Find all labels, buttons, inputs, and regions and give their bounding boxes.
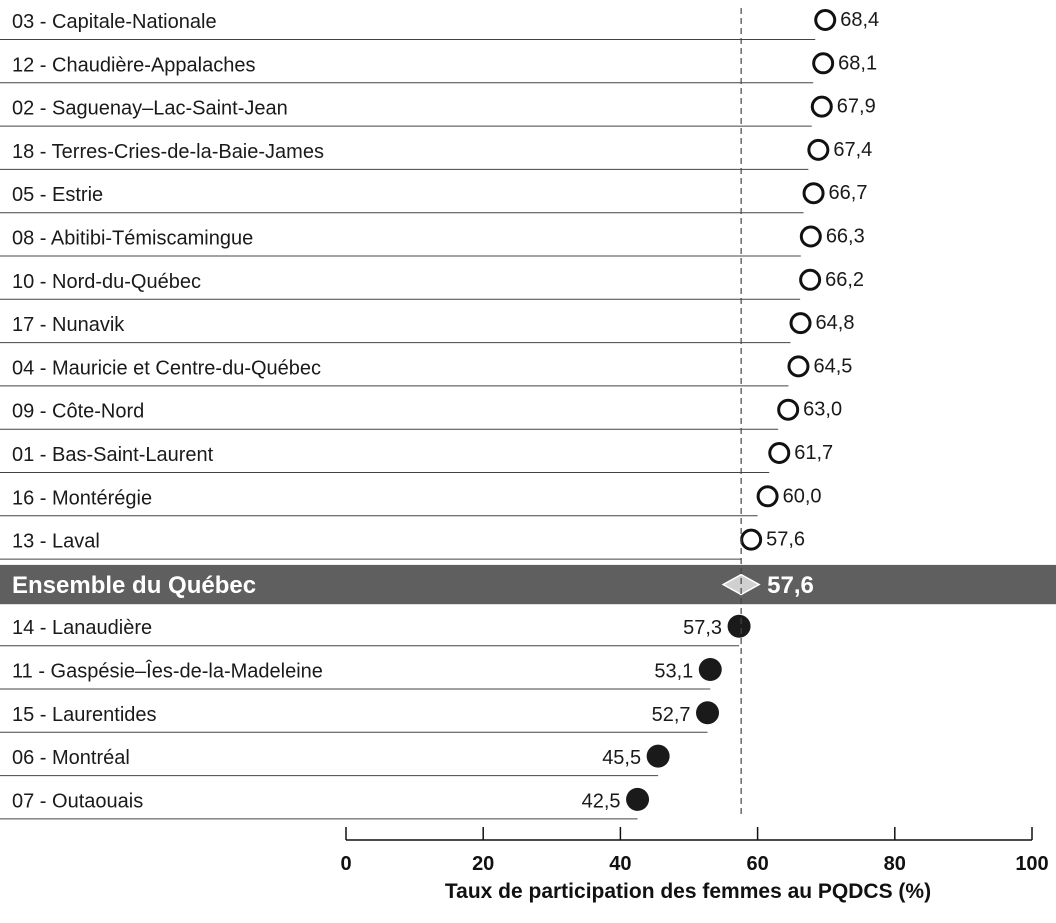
data-point-open [756,485,779,508]
region-label: 07 - Outaouais [12,790,143,812]
region-label: 08 - Abitibi-Témiscamingue [12,228,253,250]
data-point-open [799,225,822,248]
data-point-filled [646,744,670,768]
region-row: 09 - Côte-Nord 63,0 [0,398,842,430]
data-label: 53,1 [654,661,693,683]
region-label: 10 - Nord-du-Québec [12,271,201,293]
region-row: 14 - Lanaudière 57,3 [0,614,751,647]
data-label: 66,7 [829,182,868,204]
region-row: 11 - Gaspésie–Îes-de-la-Madeleine 53,1 [0,658,722,690]
data-point-open [789,312,812,335]
region-row: 17 - Nunavik 64,8 [0,312,855,344]
x-tick-label: 60 [746,853,768,875]
reference-band [0,564,1056,605]
data-point-open [777,398,800,421]
data-label: 66,3 [826,226,865,248]
data-label: 64,5 [813,355,852,377]
data-label: 52,7 [652,704,691,726]
region-row: 08 - Abitibi-Témiscamingue 66,3 [0,225,865,257]
x-tick-label: 40 [609,853,631,875]
data-label: 57,6 [766,529,805,551]
data-label: 67,4 [833,139,872,161]
region-label: 16 - Montérégie [12,487,152,509]
region-label: 14 - Lanaudière [12,617,152,639]
data-label: 57,3 [683,617,722,639]
region-label: 09 - Côte-Nord [12,401,144,423]
region-row: 15 - Laurentides 52,7 [0,701,720,733]
region-row: 07 - Outaouais 42,5 [0,787,650,820]
data-point-filled [626,787,650,811]
region-row: 12 - Chaudière-Appalaches 68,1 [0,52,877,84]
data-label: 61,7 [794,442,833,464]
data-point-open [787,355,810,378]
region-row: 02 - Saguenay–Lac-Saint-Jean 67,9 [0,95,876,127]
data-point-open [812,52,835,75]
data-point-filled [727,614,751,638]
region-row: 10 - Nord-du-Québec 66,2 [0,268,864,300]
region-label: 15 - Laurentides [12,704,157,726]
data-point-filled [698,658,722,681]
region-row: 13 - Laval 57,6 [0,528,805,560]
region-label: 01 - Bas-Saint-Laurent [12,444,214,466]
region-label: 17 - Nunavik [12,314,125,336]
data-point-open [740,528,763,551]
data-point-open [807,138,830,161]
chart-rows: 03 - Capitale-Nationale 68,4 12 - Chaudièr… [0,9,1056,820]
data-point-open [814,9,837,31]
region-label: 05 - Estrie [12,184,103,206]
data-label: 42,5 [582,790,621,812]
x-tick-label: 80 [884,853,906,875]
region-row: 06 - Montréal 45,5 [0,744,670,777]
data-label: 60,0 [783,485,822,507]
region-row: 04 - Mauricie et Centre-du-Québec 64,5 [0,355,852,387]
region-label: 06 - Montréal [12,747,130,769]
data-point-open [810,95,833,118]
region-row: 03 - Capitale-Nationale 68,4 [0,9,879,40]
data-label: 66,2 [825,269,864,291]
data-point-open [768,442,791,464]
reference-row: Ensemble du Québec 57,6 [0,564,1056,605]
region-label: 11 - Gaspésie–Îes-de-la-Madeleine [12,660,323,683]
region-row: 05 - Estrie 66,7 [0,182,868,214]
region-label: 13 - Laval [12,531,100,553]
data-label: 67,9 [837,96,876,118]
region-row: 01 - Bas-Saint-Laurent 61,7 [0,442,833,473]
data-label: 68,1 [838,52,877,74]
data-point-filled [696,701,720,725]
reference-marker [721,573,761,596]
data-label: 63,0 [803,399,842,421]
data-label: 64,8 [816,312,855,334]
data-point-open [802,182,825,205]
region-row: 16 - Montérégie 60,0 [0,485,822,517]
reference-value: 57,6 [767,572,814,599]
region-label: 04 - Mauricie et Centre-du-Québec [12,357,321,379]
x-tick-label: 0 [340,853,351,875]
region-label: 02 - Saguenay–Lac-Saint-Jean [12,98,288,120]
data-label: 68,4 [840,9,879,31]
region-label: 12 - Chaudière-Appalaches [12,54,256,76]
region-row: 18 - Terres-Cries-de-la-Baie-James 67,4 [0,138,872,170]
data-point-open [799,268,822,291]
x-axis: 0 20 40 60 80 100 [340,827,1049,875]
region-label: 18 - Terres-Cries-de-la-Baie-James [12,141,324,163]
x-tick-label: 100 [1015,853,1048,875]
data-label: 45,5 [602,747,641,769]
x-axis-title: Taux de participation des femmes au PQDC… [445,880,931,903]
reference-label: Ensemble du Québec [12,572,256,599]
x-tick-label: 20 [472,853,494,875]
region-label: 03 - Capitale-Nationale [12,11,217,33]
